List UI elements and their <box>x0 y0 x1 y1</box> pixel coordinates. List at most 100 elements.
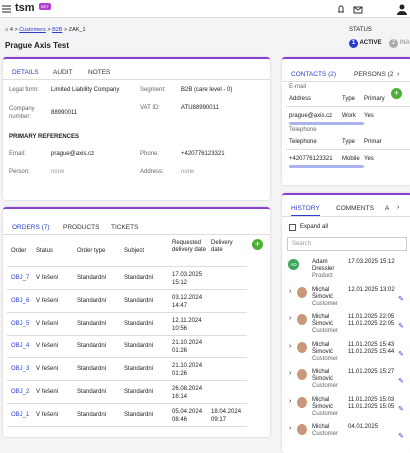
expand-arrow[interactable]: › <box>289 370 292 377</box>
field-label: Segment: <box>140 87 166 93</box>
page-title: Prague Axis Test <box>5 41 70 50</box>
cell: V řešení <box>36 297 59 304</box>
field-value: none <box>51 169 65 175</box>
crumb[interactable]: Customers <box>19 27 46 33</box>
field-value: prague@axis.cz <box>51 151 95 157</box>
cell: 21.10.2024 01:26 <box>172 340 203 355</box>
order-link[interactable]: OBJ_6 <box>11 297 30 304</box>
column-header: Order <box>11 248 27 254</box>
divider <box>7 425 247 427</box>
divider <box>7 357 247 359</box>
cell: prague@axis.cz <box>289 113 333 119</box>
cell: Standardní <box>77 366 107 373</box>
step-label: INA <box>399 40 410 46</box>
field-label: VAT ID: <box>140 105 161 111</box>
history-date: 11.01.2025 15:05 <box>348 403 395 410</box>
history-role: Customer <box>312 410 339 417</box>
cell: Yes <box>364 113 374 119</box>
status-step[interactable]: 2 INA <box>389 39 410 48</box>
expand-arrow[interactable]: › <box>289 397 292 405</box>
order-link[interactable]: OBJ_1 <box>11 411 30 418</box>
tab[interactable]: PRODUCTS <box>63 224 100 231</box>
history-role: Customer <box>312 355 339 362</box>
cell: 05.04.2024 08:46 <box>172 408 203 423</box>
divider <box>7 334 247 336</box>
field-value: 88990011 <box>51 110 78 116</box>
avatar <box>297 369 307 380</box>
edit-icon[interactable]: ✎ <box>398 433 404 440</box>
edit-icon[interactable]: ✎ <box>398 295 404 303</box>
order-link[interactable]: OBJ_7 <box>11 275 30 281</box>
cell: V řešení <box>36 366 59 373</box>
tab[interactable]: NOTES <box>88 69 111 76</box>
cell: Work <box>342 113 356 119</box>
history-name: Michal Šimović <box>312 341 334 355</box>
cell: V řešení <box>36 411 59 418</box>
status-step[interactable]: 1 ACTIVE <box>349 39 381 48</box>
cell: 12.11.2024 10:56 <box>172 317 202 332</box>
tab[interactable]: TICKETS <box>111 224 139 231</box>
cell: +420776123321 <box>289 156 333 162</box>
order-link[interactable]: OBJ_4 <box>11 343 30 350</box>
scrollbar <box>289 165 364 168</box>
expand-arrow[interactable]: › <box>289 342 292 350</box>
cell: Standardní <box>124 320 154 327</box>
history-date: 11.01.2025 15:43 <box>348 341 395 348</box>
divider <box>7 380 247 382</box>
nav-arrow[interactable]: › <box>397 71 400 78</box>
section-title: E-mail <box>289 84 307 90</box>
expand-arrow[interactable]: › <box>289 315 292 322</box>
menu-icon[interactable] <box>2 5 11 13</box>
history-date: 04.01.2025 <box>348 424 379 430</box>
history-date: 11.01.2025 15:44 <box>348 348 395 355</box>
toolbar-icons[interactable] <box>335 4 407 15</box>
field-label: Email: <box>9 151 26 157</box>
history-date: 17.03.2025 15:12 <box>348 259 395 265</box>
add-button[interactable]: + <box>252 239 263 250</box>
tab[interactable]: COMMENTS <box>336 205 374 212</box>
checkbox[interactable] <box>289 224 296 231</box>
column-header: Primary <box>364 96 385 102</box>
expand-arrow[interactable]: › <box>289 425 292 432</box>
details-card: DETAILS AUDIT NOTES Legal form: Limited Liab… <box>3 57 270 200</box>
search-input[interactable]: Search <box>287 237 407 251</box>
expand-arrow[interactable]: › <box>289 287 292 295</box>
edit-icon[interactable]: ✎ <box>398 350 404 358</box>
order-link[interactable]: OBJ_5 <box>11 320 30 327</box>
avatar <box>297 424 307 435</box>
divider <box>7 289 247 290</box>
nav-arrow[interactable]: › <box>397 204 400 211</box>
edit-icon[interactable]: ✎ <box>398 405 404 413</box>
field-label: Person: <box>9 169 30 175</box>
avatar: AD <box>288 259 299 270</box>
cell: Standardní <box>124 411 154 418</box>
order-link[interactable]: OBJ_2 <box>11 389 30 395</box>
cell: Yes <box>364 156 374 162</box>
order-link[interactable]: OBJ_3 <box>11 366 30 373</box>
field-label: Phone: <box>140 151 160 157</box>
crumb[interactable]: B2B <box>52 27 63 33</box>
add-button[interactable]: + <box>391 88 402 99</box>
field-value: B2B (care level - 0) <box>181 87 233 93</box>
column-header: Type <box>342 139 356 145</box>
divider <box>282 81 410 82</box>
field-label: Company number: <box>9 106 35 120</box>
column-header: Telephone <box>289 139 317 145</box>
tab[interactable]: AUDIT <box>53 69 73 76</box>
tab[interactable]: A <box>385 205 390 212</box>
edit-icon[interactable]: ✎ <box>398 323 404 330</box>
tab[interactable]: HISTORY <box>291 205 320 216</box>
field-value: ATU88990011 <box>181 105 219 111</box>
avatar <box>297 396 307 408</box>
divider <box>7 403 247 404</box>
cell: V řešení <box>36 320 59 327</box>
tab[interactable]: PERSONS (2 <box>354 71 394 78</box>
cell: Standardní <box>77 320 107 327</box>
history-date: 12.01.2025 13:02 <box>348 286 395 293</box>
divider <box>286 106 410 107</box>
cell: 21.10.2024 01:26 <box>172 363 203 378</box>
edit-icon[interactable]: ✎ <box>398 378 404 385</box>
column-header: Primar <box>364 139 382 145</box>
column-header: Subject <box>124 248 145 254</box>
